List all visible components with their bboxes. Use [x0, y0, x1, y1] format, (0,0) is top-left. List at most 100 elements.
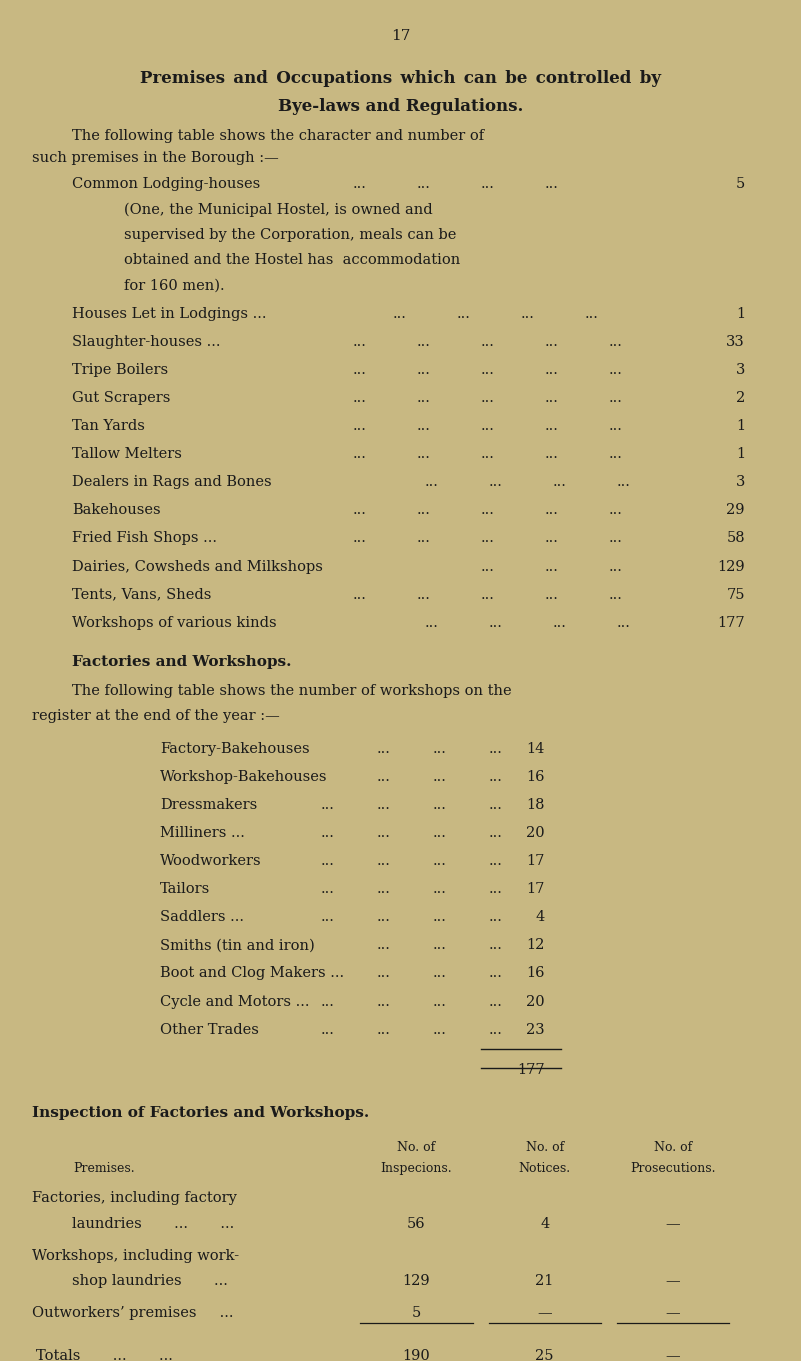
Text: ...: ...	[417, 531, 430, 546]
Text: ...: ...	[376, 911, 390, 924]
Text: ...: ...	[609, 363, 622, 377]
Text: Boot and Clog Makers ...: Boot and Clog Makers ...	[160, 966, 344, 980]
Text: ...: ...	[481, 559, 494, 573]
Text: —: —	[666, 1349, 680, 1361]
Text: ...: ...	[376, 855, 390, 868]
Text: 16: 16	[526, 966, 545, 980]
Text: ...: ...	[545, 504, 558, 517]
Text: register at the end of the year :—: register at the end of the year :—	[32, 709, 280, 724]
Text: ...: ...	[417, 504, 430, 517]
Text: Notices.: Notices.	[518, 1162, 571, 1175]
Text: 129: 129	[718, 559, 745, 573]
Text: ...: ...	[481, 504, 494, 517]
Text: ...: ...	[352, 531, 366, 546]
Text: ...: ...	[352, 504, 366, 517]
Text: shop laundries       ...: shop laundries ...	[72, 1274, 228, 1289]
Text: Gut Scrapers: Gut Scrapers	[72, 391, 171, 404]
Text: ...: ...	[376, 995, 390, 1009]
Text: ...: ...	[320, 1022, 334, 1037]
Text: ...: ...	[545, 531, 558, 546]
Text: ...: ...	[545, 559, 558, 573]
Text: ...: ...	[489, 882, 502, 896]
Text: ...: ...	[489, 798, 502, 811]
Text: ...: ...	[352, 419, 366, 433]
Text: Inspecions.: Inspecions.	[380, 1162, 453, 1175]
Text: No. of: No. of	[525, 1141, 564, 1154]
Text: Factory-Bakehouses: Factory-Bakehouses	[160, 742, 310, 755]
Text: ...: ...	[545, 448, 558, 461]
Text: 58: 58	[727, 531, 745, 546]
Text: Prosecutions.: Prosecutions.	[630, 1162, 715, 1175]
Text: ...: ...	[609, 531, 622, 546]
Text: ...: ...	[433, 798, 446, 811]
Text: ...: ...	[489, 826, 502, 840]
Text: ...: ...	[425, 615, 438, 630]
Text: ...: ...	[352, 391, 366, 404]
Text: ...: ...	[320, 855, 334, 868]
Text: Smiths (tin and iron): Smiths (tin and iron)	[160, 938, 315, 953]
Text: Bye-laws and Regulations.: Bye-laws and Regulations.	[278, 98, 523, 114]
Text: ...: ...	[617, 615, 630, 630]
Text: 17: 17	[391, 30, 410, 44]
Text: ...: ...	[433, 855, 446, 868]
Text: ...: ...	[320, 826, 334, 840]
Text: Dairies, Cowsheds and Milkshops: Dairies, Cowsheds and Milkshops	[72, 559, 323, 573]
Text: ...: ...	[376, 966, 390, 980]
Text: —: —	[666, 1217, 680, 1230]
Text: ...: ...	[417, 363, 430, 377]
Text: Tents, Vans, Sheds: Tents, Vans, Sheds	[72, 588, 211, 602]
Text: ...: ...	[609, 588, 622, 602]
Text: ...: ...	[489, 615, 502, 630]
Text: Fried Fish Shops ...: Fried Fish Shops ...	[72, 531, 217, 546]
Text: 1: 1	[736, 448, 745, 461]
Text: Workshops of various kinds: Workshops of various kinds	[72, 615, 276, 630]
Text: ...: ...	[376, 826, 390, 840]
Text: Slaughter-houses ...: Slaughter-houses ...	[72, 335, 220, 348]
Text: Inspection of Factories and Workshops.: Inspection of Factories and Workshops.	[32, 1105, 369, 1120]
Text: supervised by the Corporation, meals can be: supervised by the Corporation, meals can…	[124, 227, 457, 241]
Text: Houses Let in Lodgings ...: Houses Let in Lodgings ...	[72, 306, 267, 321]
Text: 56: 56	[407, 1217, 426, 1230]
Text: ...: ...	[481, 588, 494, 602]
Text: ...: ...	[481, 363, 494, 377]
Text: Tallow Melters: Tallow Melters	[72, 448, 182, 461]
Text: ...: ...	[609, 419, 622, 433]
Text: ...: ...	[433, 938, 446, 953]
Text: ...: ...	[376, 882, 390, 896]
Text: ...: ...	[545, 177, 558, 191]
Text: ...: ...	[457, 306, 470, 321]
Text: ...: ...	[376, 798, 390, 811]
Text: ...: ...	[417, 391, 430, 404]
Text: ...: ...	[352, 177, 366, 191]
Text: 20: 20	[526, 995, 545, 1009]
Text: ...: ...	[553, 475, 566, 489]
Text: ...: ...	[417, 177, 430, 191]
Text: ...: ...	[392, 306, 406, 321]
Text: ...: ...	[417, 448, 430, 461]
Text: ...: ...	[489, 938, 502, 953]
Text: ...: ...	[352, 588, 366, 602]
Text: 14: 14	[526, 742, 545, 755]
Text: ...: ...	[425, 475, 438, 489]
Text: ...: ...	[433, 966, 446, 980]
Text: 190: 190	[403, 1349, 430, 1361]
Text: ...: ...	[489, 911, 502, 924]
Text: ...: ...	[489, 742, 502, 755]
Text: ...: ...	[609, 504, 622, 517]
Text: ...: ...	[545, 363, 558, 377]
Text: ...: ...	[320, 911, 334, 924]
Text: 177: 177	[718, 615, 745, 630]
Text: ...: ...	[376, 742, 390, 755]
Text: 18: 18	[526, 798, 545, 811]
Text: 12: 12	[526, 938, 545, 953]
Text: ...: ...	[609, 335, 622, 348]
Text: Tailors: Tailors	[160, 882, 211, 896]
Text: ...: ...	[489, 966, 502, 980]
Text: 4: 4	[535, 911, 545, 924]
Text: 75: 75	[727, 588, 745, 602]
Text: ...: ...	[585, 306, 598, 321]
Text: Premises.: Premises.	[74, 1162, 135, 1175]
Text: —: —	[537, 1307, 552, 1320]
Text: ...: ...	[352, 448, 366, 461]
Text: 21: 21	[536, 1274, 553, 1289]
